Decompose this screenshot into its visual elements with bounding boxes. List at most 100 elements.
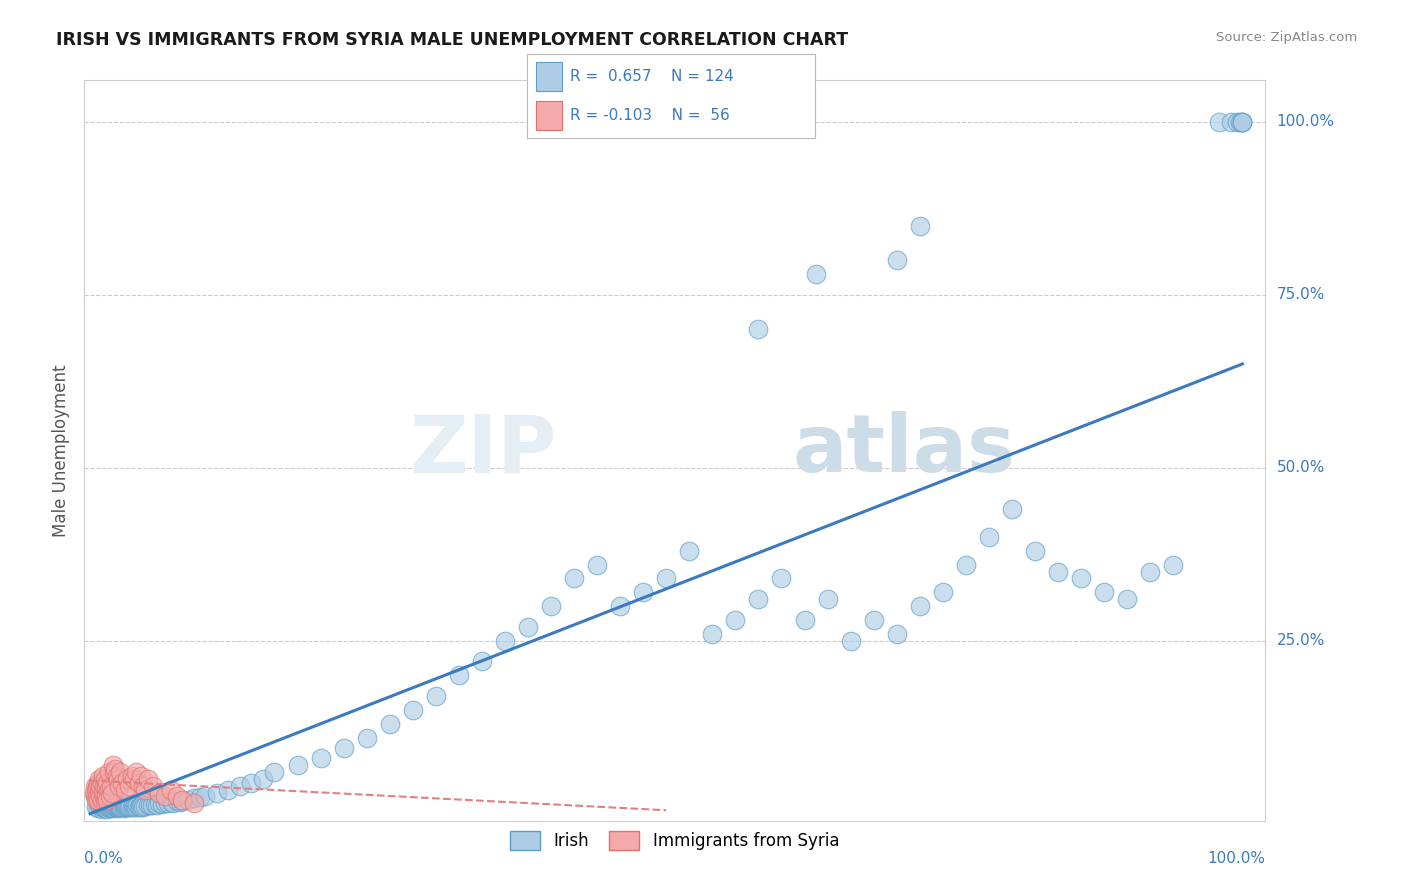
Point: [309, 751, 332, 765]
Point: [89, 772, 111, 786]
Point: [1092, 585, 1115, 599]
Point: [101, 801, 124, 815]
Text: 50.0%: 50.0%: [1277, 460, 1324, 475]
Point: [124, 799, 146, 814]
Point: [1229, 115, 1251, 129]
Point: [103, 800, 125, 814]
Point: [157, 797, 180, 811]
Point: [125, 799, 148, 814]
Point: [1219, 115, 1241, 129]
Point: [96, 799, 118, 814]
Point: [114, 798, 136, 813]
Point: [194, 789, 217, 803]
Point: [104, 799, 127, 814]
Point: [104, 762, 127, 776]
Point: [169, 795, 191, 809]
Point: [136, 772, 159, 786]
Y-axis label: Male Unemployment: Male Unemployment: [52, 364, 70, 537]
Point: [129, 769, 152, 783]
Point: [747, 592, 769, 607]
Point: [356, 731, 378, 745]
Point: [121, 798, 143, 813]
Point: [101, 758, 124, 772]
Point: [84, 782, 107, 797]
Point: [97, 800, 120, 814]
Point: [188, 790, 211, 805]
Point: [886, 253, 908, 268]
Point: [153, 789, 176, 804]
Point: [586, 558, 609, 572]
Point: [1024, 543, 1046, 558]
Point: [91, 786, 114, 800]
Point: [108, 799, 131, 814]
Point: [112, 801, 135, 815]
Point: [955, 558, 977, 572]
Point: [84, 793, 107, 807]
Point: [104, 799, 127, 814]
Point: [132, 779, 155, 793]
Point: [166, 789, 188, 804]
Point: [100, 799, 122, 814]
Point: [1070, 572, 1092, 586]
Point: [517, 620, 540, 634]
Point: [84, 799, 107, 814]
Point: [378, 716, 401, 731]
Point: [678, 543, 700, 558]
Point: [118, 779, 141, 793]
Point: [101, 786, 124, 800]
Text: ZIP: ZIP: [409, 411, 557, 490]
Point: [205, 786, 228, 800]
Point: [90, 799, 112, 814]
Point: [148, 797, 170, 811]
Point: [118, 800, 141, 814]
Text: 75.0%: 75.0%: [1277, 287, 1324, 302]
Point: [128, 775, 150, 789]
Point: [817, 592, 839, 607]
Point: [125, 765, 148, 780]
Point: [122, 800, 145, 814]
Point: [93, 789, 115, 804]
Point: [402, 703, 425, 717]
Point: [134, 799, 156, 814]
Point: [447, 668, 470, 682]
Point: [287, 758, 309, 772]
Point: [1046, 565, 1069, 579]
Point: [166, 794, 188, 808]
Point: [91, 769, 114, 783]
Point: [425, 689, 447, 703]
Point: [977, 530, 1000, 544]
Point: [770, 572, 793, 586]
Point: [471, 655, 494, 669]
Point: [1232, 115, 1254, 129]
Point: [115, 772, 138, 786]
Point: [89, 798, 111, 813]
Point: [217, 783, 239, 797]
Point: [111, 775, 134, 789]
Point: [103, 765, 125, 780]
Point: [115, 799, 138, 814]
Text: 0.0%: 0.0%: [84, 851, 124, 866]
Point: [146, 797, 169, 812]
Point: [139, 797, 162, 812]
Point: [96, 798, 118, 813]
Point: [134, 782, 156, 797]
Point: [90, 775, 112, 789]
Point: [105, 800, 128, 814]
Point: [172, 794, 194, 808]
Point: [120, 799, 142, 814]
Point: [114, 782, 136, 797]
Text: R = -0.103    N =  56: R = -0.103 N = 56: [571, 108, 730, 123]
Point: [122, 772, 145, 786]
Point: [655, 572, 678, 586]
Point: [89, 789, 111, 804]
Point: [96, 793, 118, 807]
Point: [121, 769, 143, 783]
Point: [93, 799, 115, 814]
Point: [1232, 115, 1254, 129]
Legend: Irish, Immigrants from Syria: Irish, Immigrants from Syria: [503, 824, 846, 856]
Point: [839, 633, 862, 648]
Point: [89, 779, 111, 793]
Point: [148, 786, 170, 800]
Point: [141, 798, 163, 813]
Point: [1226, 115, 1249, 129]
